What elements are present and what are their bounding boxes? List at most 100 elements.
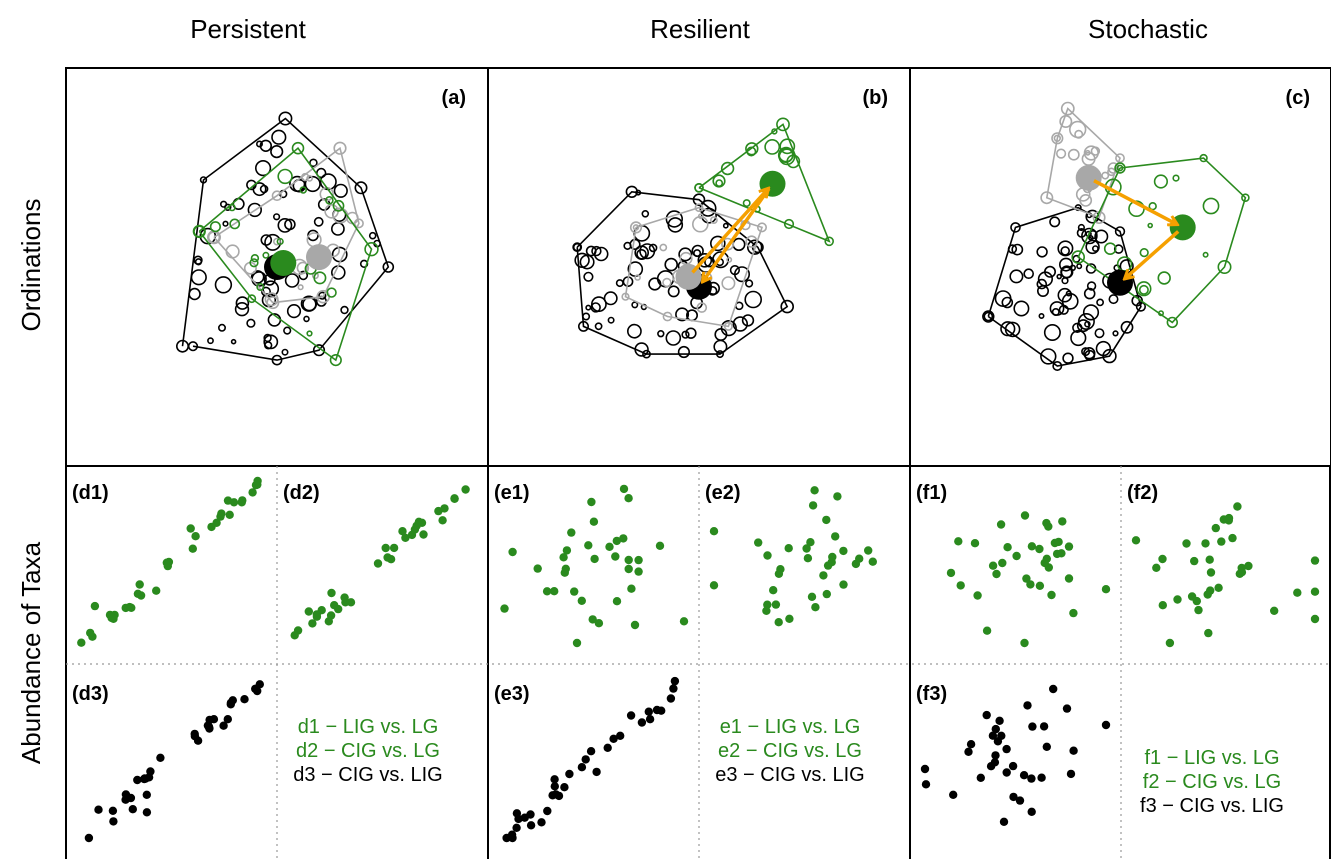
sample-point-green <box>1139 248 1149 258</box>
taxon-point <box>590 554 599 564</box>
hull-vertex-black <box>572 242 583 253</box>
taxon-point <box>954 537 963 546</box>
sample-point-green <box>332 199 345 212</box>
sample-point-black <box>1076 263 1083 270</box>
sample-point-gray <box>710 216 718 224</box>
panel-letter-d2: (d2) <box>283 482 320 504</box>
sample-point-black <box>1060 266 1073 279</box>
sample-point-black <box>283 326 292 335</box>
sample-point-black <box>281 348 289 356</box>
taxon-point <box>624 494 633 503</box>
hull-vertex-black <box>1135 301 1146 312</box>
taxon-point <box>1206 568 1216 577</box>
taxon-point <box>412 521 421 530</box>
taxon-point <box>1293 588 1302 597</box>
sample-point-green <box>1138 284 1149 295</box>
sample-point-black <box>1062 352 1074 364</box>
hull-vertex-black <box>577 320 589 332</box>
sample-point-black <box>330 265 346 280</box>
taxon-point <box>1035 581 1045 590</box>
sample-point-black <box>665 330 682 346</box>
taxon-point <box>152 586 161 595</box>
taxon-point <box>133 589 143 598</box>
taxon-point <box>84 833 94 843</box>
taxon-point <box>512 823 521 832</box>
sample-point-black <box>607 316 615 324</box>
taxon-point <box>1211 523 1221 533</box>
hull-green <box>198 147 373 362</box>
sample-point-black <box>579 254 595 270</box>
taxon-point <box>567 528 576 537</box>
sample-point-black <box>744 279 754 288</box>
taxon-point <box>644 707 653 716</box>
taxon-point <box>592 767 601 777</box>
taxon-point <box>121 790 131 799</box>
hull-vertex-green <box>1241 193 1250 202</box>
panel-letter-e3: (e3) <box>494 683 530 705</box>
sample-point-green <box>250 254 260 263</box>
taxon-point <box>223 496 233 505</box>
sample-point-black <box>333 183 348 198</box>
sample-point-black <box>298 270 309 281</box>
legend-f2: f2 − CIG vs. LG <box>1143 771 1281 793</box>
panel-letter-b: (b) <box>862 87 888 109</box>
taxon-point <box>1069 608 1078 618</box>
taxon-point <box>586 747 596 756</box>
taxon-point <box>709 527 719 536</box>
sample-point-black <box>1049 301 1065 316</box>
taxon-point <box>216 512 225 521</box>
sample-point-green <box>306 330 313 337</box>
taxon-point <box>1022 574 1031 583</box>
taxon-point <box>461 485 470 494</box>
sample-point-black <box>1057 287 1073 303</box>
sample-point-gray <box>225 244 240 259</box>
panel-letter-c: (c) <box>1286 87 1310 109</box>
hull-black <box>181 117 390 361</box>
taxon-point <box>828 552 837 562</box>
abundance-e2 <box>709 486 877 627</box>
taxon-point <box>587 497 596 507</box>
taxon-point <box>584 541 593 550</box>
taxon-point <box>669 684 678 693</box>
sample-point-black <box>190 269 207 286</box>
panel-letter-f3: (f3) <box>916 683 947 705</box>
taxon-point <box>594 619 604 628</box>
taxon-point <box>970 539 980 548</box>
taxon-point <box>156 753 165 762</box>
taxon-point <box>140 774 149 784</box>
ordination-panels <box>176 101 1250 371</box>
sample-point-black <box>1096 298 1104 307</box>
sample-point-black <box>733 266 750 283</box>
sample-point-black <box>255 140 263 148</box>
hull-vertex-green <box>329 354 342 367</box>
sample-point-gray <box>272 237 281 246</box>
taxon-point <box>762 606 771 615</box>
hull-vertex-black <box>642 349 651 359</box>
taxon-point <box>1035 544 1044 554</box>
taxon-point <box>1050 538 1060 548</box>
legend-e1: e1 − LIG vs. LG <box>720 716 861 738</box>
sample-point-green <box>745 142 759 156</box>
abundance-e1 <box>500 484 689 648</box>
taxon-point <box>619 484 629 494</box>
sample-point-black <box>1000 321 1016 337</box>
taxon-point <box>1066 769 1076 779</box>
hull-vertex-black <box>1102 348 1117 364</box>
taxon-point <box>163 561 172 571</box>
taxon-point <box>581 755 590 764</box>
taxon-point <box>386 555 396 564</box>
taxon-point <box>543 806 552 816</box>
sample-point-black <box>259 184 269 194</box>
taxon-point <box>1217 537 1226 546</box>
sample-point-black <box>263 333 272 343</box>
column-headers: Persistent Resilient Stochastic <box>190 14 1208 44</box>
taxon-point <box>1062 704 1072 713</box>
sample-point-black <box>1044 265 1057 278</box>
sample-point-black <box>1001 296 1014 309</box>
taxon-point <box>550 587 559 596</box>
sample-point-black <box>1108 294 1119 305</box>
hull-vertex-green <box>193 225 206 238</box>
sample-point-black <box>246 318 256 328</box>
taxon-point <box>652 705 662 715</box>
taxon-point <box>1019 771 1029 780</box>
